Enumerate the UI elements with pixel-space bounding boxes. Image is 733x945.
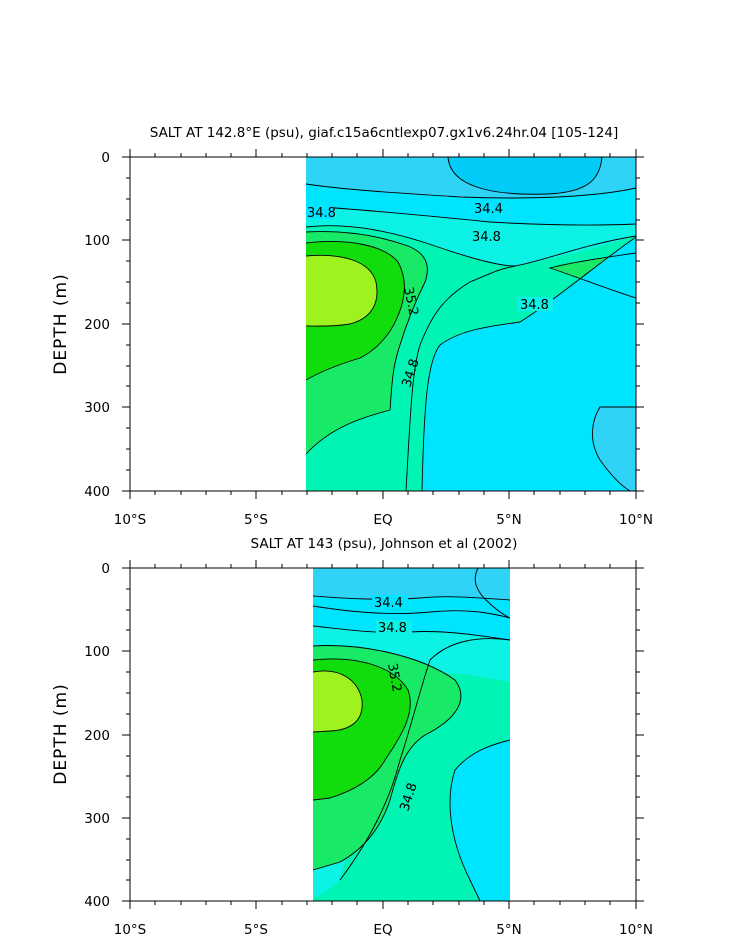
bottom-contour-label: 34.8 <box>378 621 407 636</box>
bot-band-lower-right <box>450 740 510 901</box>
top-y-ticks <box>122 156 644 492</box>
bot-band-core <box>313 670 363 732</box>
top-band-lower-right <box>422 237 636 491</box>
bottom-x-ticks <box>129 560 637 909</box>
top-y-axis-label: DEPTH (m) <box>51 273 71 374</box>
bottom-y-ticks <box>122 567 644 902</box>
bottom-filled-contours <box>313 568 510 901</box>
top-x-minor-ticks <box>154 153 611 495</box>
top-panel: SALT AT 142.8°E (psu), giaf.c15a6cntlexp… <box>51 125 653 528</box>
bottom-axes: 10°S 5°S EQ 5°N 10°N 0 100 200 300 400 D… <box>51 560 653 938</box>
bottom-y-tick-label: 300 <box>84 811 110 827</box>
bottom-x-tick-label: 10°S <box>114 922 147 938</box>
bottom-y-axis-label: DEPTH (m) <box>51 683 71 784</box>
bottom-x-tick-label: EQ <box>373 922 392 938</box>
top-x-tick-label: 5°S <box>244 512 268 528</box>
bottom-contour-label: 35.2 <box>384 662 404 693</box>
top-contour-label: 34.8 <box>472 230 501 245</box>
bottom-y-tick-label: 0 <box>101 561 110 577</box>
top-contour-label: 35.2 <box>400 286 421 317</box>
bottom-x-tick-label: 10°N <box>619 922 653 938</box>
top-panel-title: SALT AT 142.8°E (psu), giaf.c15a6cntlexp… <box>150 125 618 141</box>
bottom-x-tick-label: 5°N <box>496 922 521 938</box>
top-axes: 10°S 5°S EQ 5°N 10°N 0 100 200 300 400 D… <box>51 149 653 528</box>
top-x-tick-label: EQ <box>373 512 392 528</box>
top-y-tick-label: 400 <box>84 484 110 500</box>
top-x-tick-label: 10°S <box>114 512 147 528</box>
bottom-y-tick-label: 100 <box>84 644 110 660</box>
top-band-deep-right <box>592 407 636 491</box>
bottom-panel: SALT AT 143 (psu), Johnson et al (2002) <box>51 536 653 938</box>
top-contour-lines <box>306 157 636 491</box>
top-band-low-core <box>448 157 602 195</box>
top-y-tick-label: 300 <box>84 400 110 416</box>
bot-band-top <box>313 568 510 600</box>
top-contour-label: 34.4 <box>474 202 503 217</box>
bottom-y-tick-label: 400 <box>84 894 110 910</box>
top-filled-contours <box>306 157 636 491</box>
top-band-core <box>306 255 377 327</box>
top-contour-label: 34.8 <box>520 298 549 313</box>
top-x-tick-label: 5°N <box>496 512 521 528</box>
top-y-minor-ticks <box>126 177 640 471</box>
top-contour-label: 34.8 <box>307 206 336 221</box>
top-y-tick-label: 100 <box>84 233 110 249</box>
top-y-tick-label: 200 <box>84 317 110 333</box>
bottom-x-minor-ticks <box>154 564 611 905</box>
top-x-ticks <box>129 149 637 499</box>
bot-band-34.6 <box>313 596 510 640</box>
bottom-y-tick-label: 200 <box>84 728 110 744</box>
bottom-y-minor-ticks <box>126 588 640 881</box>
top-band-34.6-34.8 <box>306 184 636 225</box>
bottom-x-tick-label: 5°S <box>244 922 268 938</box>
bottom-panel-title: SALT AT 143 (psu), Johnson et al (2002) <box>251 536 518 552</box>
top-y-tick-label: 0 <box>101 150 110 166</box>
top-x-tick-label: 10°N <box>619 512 653 528</box>
bottom-contour-label: 34.4 <box>374 596 403 611</box>
